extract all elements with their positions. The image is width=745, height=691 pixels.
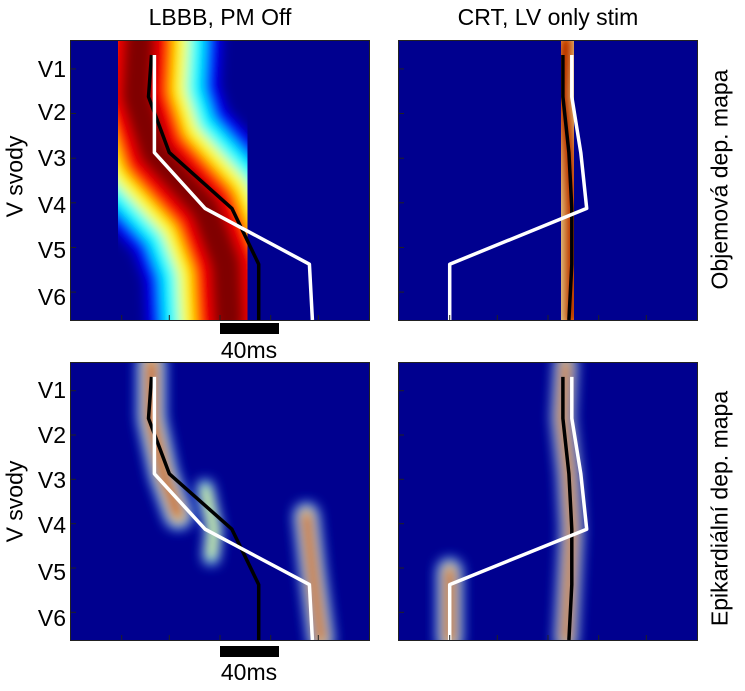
heatmap-panel-crt-epicardial [398,362,698,641]
heatmap-canvas [399,41,697,320]
tick-label: V2 [37,99,66,125]
tick-label: V1 [37,56,66,82]
white-activation-line [447,55,589,320]
heatmap-panel-lbbb-epicardial [70,362,370,641]
activation-band [303,512,324,640]
tick-label: V5 [37,559,66,585]
tick-label: V1 [37,377,66,403]
tick-label: V3 [37,467,66,493]
tick-label: V6 [37,605,66,631]
row-title-bottom: Epikardiální dep. mapa [706,390,733,627]
scale-bar-label-top: 40ms [220,337,278,363]
black-activation-line [561,55,574,320]
black-activation-line [561,376,574,640]
heatmap-canvas [71,41,369,320]
heatmap-canvas [71,363,369,640]
scale-bar-label-bottom: 40ms [220,659,278,685]
black-activation-line [146,376,261,640]
tick-label: V4 [37,512,66,538]
black-activation-line [146,54,261,320]
white-activation-line [152,376,315,640]
heatmap-panel-crt-volume [398,40,698,321]
tick-label: V5 [37,237,66,263]
column-title-left: LBBB, PM Off [148,4,292,30]
tick-label: V3 [37,145,66,171]
tick-label: V6 [37,284,66,310]
tick-label: V4 [37,192,66,218]
scale-bar-top [220,323,279,334]
column-title-right: CRT, LV only stim [457,4,639,30]
white-activation-line [152,55,315,320]
tick-label: V2 [37,422,66,448]
heatmap-panel-lbbb-volume [70,40,370,321]
row-title-top: Objemová dep. mapa [706,69,733,290]
heatmap-canvas [399,363,697,640]
activation-band [201,484,218,561]
white-activation-line [447,376,589,640]
scale-bar-bottom [220,646,279,657]
